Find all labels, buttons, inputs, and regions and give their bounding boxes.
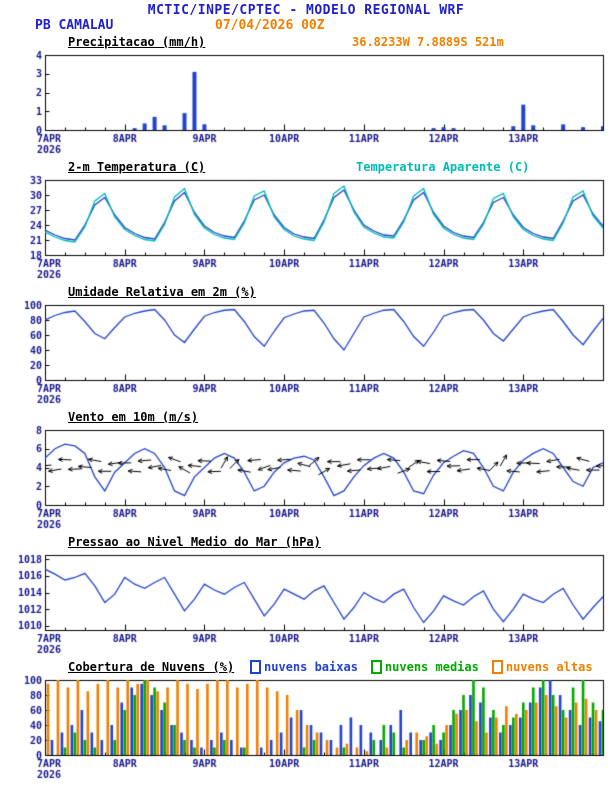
legend-label-high: nuvens altas <box>505 660 593 674</box>
panel-title-wind: Vento em 10m (m/s) <box>68 410 199 424</box>
legend-nuvens-baixas: nuvens baixas <box>250 660 358 674</box>
panel-pressure: Pressao ao Nivel Medio do Mar (hPa) <box>0 535 612 660</box>
panel-title-precipitation: Precipitacao (mm/h) <box>68 35 206 49</box>
legend-nuvens-altas: nuvens altas <box>491 660 593 674</box>
page-title: MCTIC/INPE/CPTEC - MODELO REGIONAL WRF <box>147 3 465 18</box>
low-clouds-square-icon <box>250 660 261 674</box>
panel-cloud-cover: Cobertura de Nuvens (%) nuvens baixas nu… <box>0 660 612 785</box>
precipitation-chart <box>0 50 612 160</box>
cloud-cover-chart <box>0 675 612 785</box>
panel-temperature-title-row: 2-m Temperatura (C) Temperatura Aparente… <box>0 160 612 175</box>
temperature-chart <box>0 175 612 285</box>
panel-wind-title-row: Vento em 10m (m/s) <box>0 410 612 425</box>
cloud-legend: nuvens baixas nuvens medias nuvens altas <box>250 660 593 674</box>
panel-temperature: 2-m Temperatura (C) Temperatura Aparente… <box>0 160 612 285</box>
panel-title-cloud-cover: Cobertura de Nuvens (%) <box>68 660 235 674</box>
panel-humidity: Umidade Relativa em 2m (%) <box>0 285 612 410</box>
wind-chart <box>0 425 612 535</box>
apparent-temperature-label: Temperatura Aparente (C) <box>356 160 530 174</box>
legend-label-low: nuvens baixas <box>264 660 358 674</box>
panel-cloud-cover-title-row: Cobertura de Nuvens (%) nuvens baixas nu… <box>0 660 612 675</box>
panel-title-temperature: 2-m Temperatura (C) <box>68 160 206 174</box>
header-row: PB CAMALAU 07/04/2026 00Z <box>0 18 612 35</box>
panel-precipitation-title-row: Precipitacao (mm/h) 36.8233W 7.8889S 521… <box>0 35 612 50</box>
mid-clouds-square-icon <box>370 660 382 674</box>
high-clouds-square-icon <box>491 660 503 674</box>
panel-wind: Vento em 10m (m/s) <box>0 410 612 535</box>
pressure-chart <box>0 550 612 660</box>
humidity-chart <box>0 300 612 410</box>
panel-humidity-title-row: Umidade Relativa em 2m (%) <box>0 285 612 300</box>
panel-precipitation: Precipitacao (mm/h) 36.8233W 7.8889S 521… <box>0 35 612 160</box>
panel-title-pressure: Pressao ao Nivel Medio do Mar (hPa) <box>68 535 321 549</box>
panel-pressure-title-row: Pressao ao Nivel Medio do Mar (hPa) <box>0 535 612 550</box>
panel-title-humidity: Umidade Relativa em 2m (%) <box>68 285 256 299</box>
legend-nuvens-medias: nuvens medias <box>370 660 479 674</box>
station-name: PB CAMALAU <box>35 18 114 33</box>
location-label: 36.8233W 7.8889S 521m <box>352 35 504 49</box>
run-datetime: 07/04/2026 00Z <box>215 18 325 33</box>
legend-label-mid: nuvens medias <box>384 660 479 674</box>
